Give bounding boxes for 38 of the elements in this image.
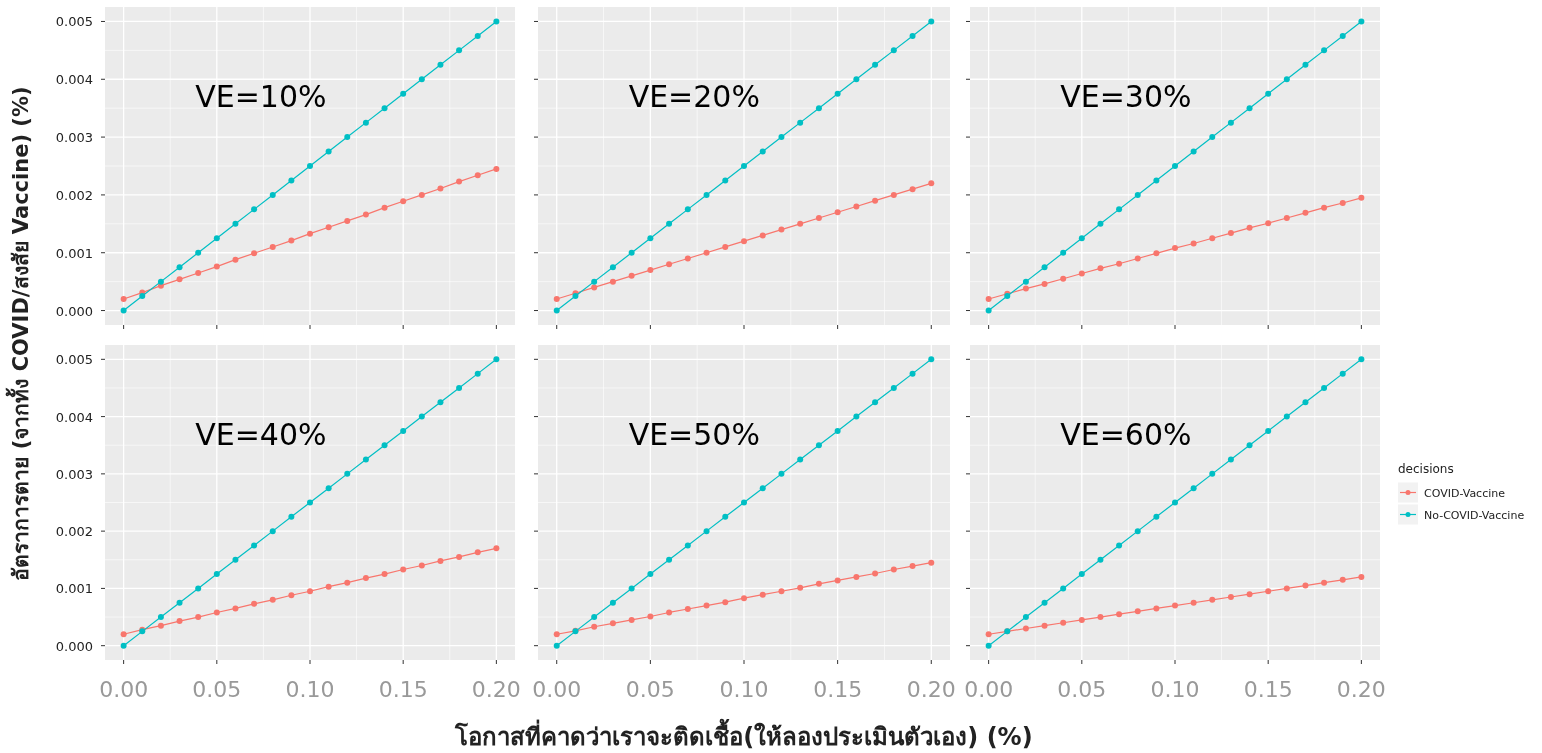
y-tick-label: 0.002 — [55, 187, 93, 203]
y-tick-label: 0.003 — [55, 466, 93, 482]
y-tick-label: 0.003 — [55, 130, 93, 146]
annotation: VE=10% — [195, 79, 327, 114]
annotation: VE=50% — [628, 417, 760, 452]
y-tick-label: 0.004 — [55, 409, 93, 425]
annotation: VE=40% — [195, 417, 327, 452]
y-tick-label: 0.005 — [55, 352, 93, 368]
y-tick-label: 0.002 — [55, 524, 93, 540]
y-tick-label: 0.000 — [55, 303, 93, 319]
x-axis-title: โอกาสที่คาดว่าเราจะติดเชื้อ(ให้ลองประเมินตัวเอง) (%) — [454, 718, 1033, 751]
legend-label: COVID-Vaccine — [1424, 486, 1506, 500]
legend-title: decisions — [1398, 461, 1454, 476]
x-tick-label: 0.00 — [532, 677, 582, 702]
x-tick-label: 0.00 — [99, 677, 149, 702]
x-tick-label: 0.15 — [813, 677, 863, 702]
x-tick-label: 0.10 — [1150, 677, 1200, 702]
y-tick-label: 0.000 — [55, 638, 93, 654]
annotation: VE=30% — [1060, 79, 1192, 114]
annotation: VE=20% — [628, 79, 760, 114]
x-tick-label: 0.20 — [1336, 677, 1386, 702]
y-tick-label: 0.004 — [55, 72, 93, 88]
x-tick-label: 0.10 — [285, 677, 335, 702]
x-tick-label: 0.15 — [378, 677, 428, 702]
x-tick-label: 0.00 — [964, 677, 1014, 702]
x-tick-label: 0.05 — [192, 677, 242, 702]
legend-label: No-COVID-Vaccine — [1424, 508, 1525, 522]
y-tick-label: 0.001 — [55, 245, 93, 261]
x-tick-label: 0.20 — [471, 677, 521, 702]
x-tick-label: 0.05 — [1057, 677, 1107, 702]
annotation: VE=60% — [1060, 417, 1192, 452]
y-axis-title: อัตราการตาย (จากทั้ง COVID/สงสัย Vaccine) (%) — [5, 86, 33, 581]
x-tick-label: 0.05 — [625, 677, 675, 702]
x-tick-label: 0.20 — [906, 677, 956, 702]
y-tick-label: 0.005 — [55, 14, 93, 30]
y-tick-label: 0.001 — [55, 581, 93, 597]
x-tick-label: 0.10 — [719, 677, 769, 702]
x-tick-label: 0.15 — [1243, 677, 1293, 702]
